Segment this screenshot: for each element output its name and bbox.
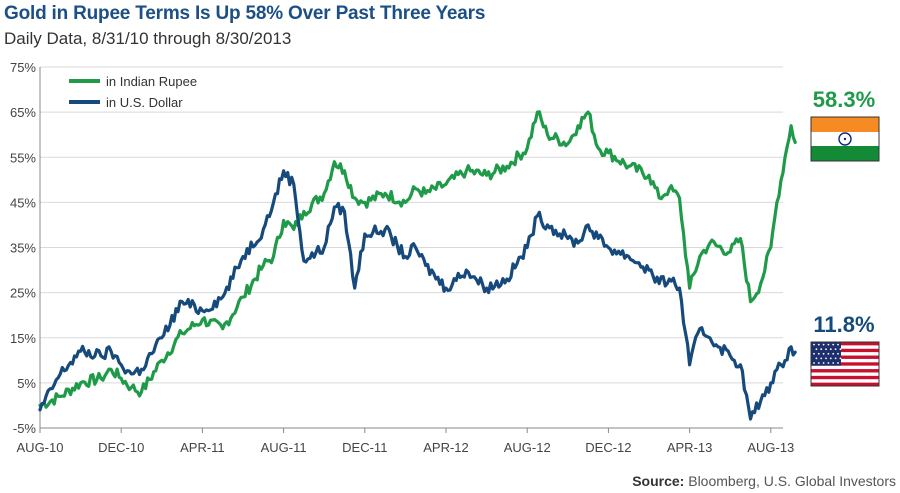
flag-star bbox=[817, 362, 820, 364]
y-tick-label: 35% bbox=[10, 241, 36, 256]
flag-star bbox=[815, 357, 818, 360]
flag-stripe bbox=[811, 365, 879, 370]
flag-star bbox=[839, 357, 842, 360]
flag-star bbox=[832, 352, 835, 355]
flag-stripe bbox=[811, 342, 879, 346]
y-tick-label: 45% bbox=[10, 195, 36, 210]
x-tick-label: DEC-10 bbox=[98, 440, 144, 455]
flag-star bbox=[837, 343, 839, 346]
flag-star bbox=[827, 362, 830, 364]
x-tick-label: APR-11 bbox=[180, 440, 225, 455]
flag-star bbox=[817, 352, 820, 355]
series-lines bbox=[38, 110, 797, 421]
x-tick-label: AUG-11 bbox=[261, 440, 307, 455]
legend: in Indian Rupee in U.S. Dollar bbox=[69, 74, 197, 110]
flag-canton bbox=[811, 342, 841, 366]
flag-star bbox=[813, 343, 815, 346]
flag-border bbox=[810, 341, 880, 387]
us-flag-icon bbox=[810, 341, 880, 387]
flag-star bbox=[813, 352, 815, 355]
flag-stripe bbox=[811, 372, 879, 377]
x-tick-label: APR-13 bbox=[667, 440, 713, 455]
flag-star bbox=[832, 343, 835, 346]
flag-star bbox=[832, 362, 835, 364]
source-text: Bloomberg, U.S. Global Investors bbox=[688, 473, 896, 489]
x-tick-label: APR-12 bbox=[423, 440, 469, 455]
y-tick-label: -5% bbox=[13, 421, 37, 436]
y-tick-label: 75% bbox=[10, 60, 36, 75]
flag-stripe bbox=[811, 362, 879, 366]
flag-star bbox=[827, 352, 830, 355]
flag-stripe bbox=[811, 382, 879, 387]
flag-stripe bbox=[811, 348, 879, 353]
x-axis: AUG-10 DEC-10 APR-11 AUG-11 DEC-11 APR-12 AUG-… bbox=[17, 427, 794, 455]
flag-stripe bbox=[811, 379, 879, 383]
dollar-series-line bbox=[38, 169, 797, 421]
y-tick-label: 5% bbox=[17, 376, 36, 391]
legend-entry: in Indian Rupee bbox=[106, 74, 197, 89]
flag-star bbox=[837, 352, 839, 355]
source-label: Source: bbox=[632, 473, 685, 489]
flag-star bbox=[822, 343, 825, 346]
flag-star bbox=[813, 362, 815, 364]
flag-star bbox=[820, 348, 823, 351]
x-tick-label: AUG-10 bbox=[17, 440, 64, 455]
flag-star bbox=[825, 348, 827, 351]
legend-entry: in U.S. Dollar bbox=[106, 95, 183, 110]
y-tick-label: 15% bbox=[10, 331, 36, 346]
flag-star bbox=[815, 348, 818, 351]
india-flag-icon bbox=[810, 116, 880, 162]
flag-star bbox=[829, 348, 832, 351]
flag-stripe bbox=[811, 352, 879, 356]
flag-star bbox=[822, 362, 825, 364]
rupee-series-line bbox=[38, 110, 797, 409]
flag-star bbox=[834, 357, 837, 360]
rupee-end-label: 58.3% bbox=[813, 87, 875, 112]
flag-star bbox=[825, 357, 827, 360]
flag-stripe bbox=[811, 355, 879, 360]
chart-subtitle: Daily Data, 8/31/10 through 8/30/2013 bbox=[4, 29, 292, 48]
flag-star bbox=[837, 362, 839, 364]
flag-stripe bbox=[811, 358, 879, 363]
flag-star bbox=[820, 357, 823, 360]
x-tick-label: AUG-12 bbox=[504, 440, 551, 455]
dollar-end-label: 11.8% bbox=[813, 312, 874, 337]
flag-star bbox=[817, 343, 820, 346]
flag-star bbox=[822, 352, 825, 355]
x-tick-label: DEC-11 bbox=[342, 440, 387, 455]
flag-stripe bbox=[811, 345, 879, 349]
y-axis: -5% 5% 15% 25% 35% 45% 55% 65% 75% bbox=[10, 60, 41, 436]
flag-stripe bbox=[811, 375, 879, 380]
chart-title: Gold in Rupee Terms Is Up 58% Over Past … bbox=[4, 3, 486, 24]
x-tick-label: AUG-13 bbox=[747, 440, 794, 455]
source-note: Source: Bloomberg, U.S. Global Investors bbox=[632, 473, 896, 489]
flag-star bbox=[827, 343, 830, 346]
y-tick-label: 65% bbox=[10, 105, 36, 120]
x-tick-label: DEC-12 bbox=[585, 440, 631, 455]
flag-star bbox=[829, 357, 832, 360]
flag-star bbox=[839, 348, 842, 351]
y-tick-label: 25% bbox=[10, 286, 36, 301]
y-tick-label: 55% bbox=[10, 150, 36, 165]
flag-stripe bbox=[811, 369, 879, 373]
flag-star bbox=[834, 348, 837, 351]
